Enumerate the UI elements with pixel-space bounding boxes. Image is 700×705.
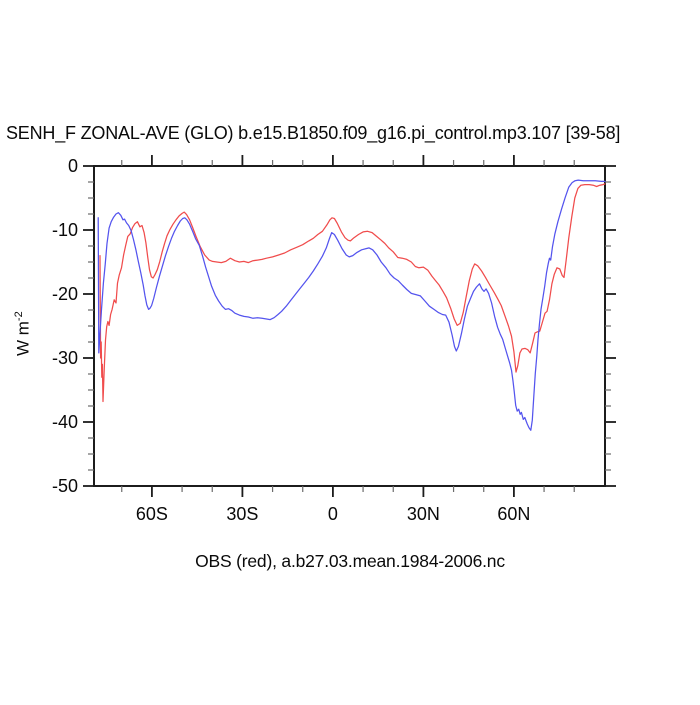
- y-tick-label: 0: [68, 156, 78, 176]
- y-tick-label: -10: [52, 220, 78, 240]
- y-axis-label-exponent: -2: [13, 311, 25, 322]
- chart-title: SENH_F ZONAL-AVE (GLO) b.e15.B1850.f09_g…: [6, 123, 621, 143]
- y-axis-label-units: W m: [13, 321, 33, 356]
- y-tick-label: -20: [52, 284, 78, 304]
- axis-frame: [93, 165, 606, 487]
- chart-caption: OBS (red), a.b27.03.mean.1984-2006.nc: [195, 551, 505, 571]
- y-tick-label: -40: [52, 412, 78, 432]
- y-tick-label: -50: [52, 476, 78, 496]
- obs-series-line: [99, 183, 606, 403]
- x-tick-label: 60N: [497, 504, 530, 524]
- x-tick-label: 30S: [226, 504, 258, 524]
- model-series-line: [97, 179, 606, 431]
- x-tick-label: 0: [328, 504, 338, 524]
- x-tick-label: 60S: [136, 504, 168, 524]
- x-tick-label: 30N: [407, 504, 440, 524]
- y-axis-label: W m-2: [13, 311, 34, 356]
- y-tick-label: -30: [52, 348, 78, 368]
